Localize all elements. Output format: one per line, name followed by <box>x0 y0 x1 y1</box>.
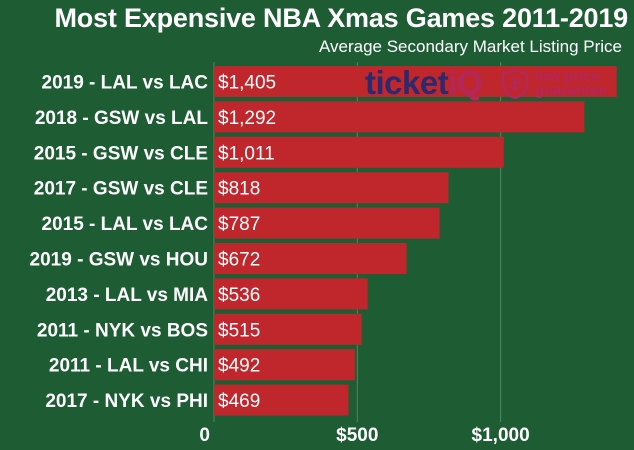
value-label-7: $515 <box>218 320 260 341</box>
category-label-5: 2019 - GSW vs HOU <box>30 250 208 271</box>
logo-tagline: low price guarantee <box>535 68 607 99</box>
category-label-1: 2018 - GSW vs LAL <box>35 108 209 129</box>
value-label-9: $469 <box>218 391 260 412</box>
chart-title: Most Expensive NBA Xmas Games 2011-2019 <box>54 3 628 33</box>
bar-9 <box>214 384 349 416</box>
value-label-0: $1,405 <box>218 73 276 94</box>
category-label-7: 2011 - NYK vs BOS <box>37 320 208 341</box>
bar-5 <box>214 243 407 274</box>
bar-4 <box>214 207 440 239</box>
bar-0 <box>214 66 617 97</box>
x-tick-label-1: $500 <box>336 425 378 446</box>
value-label-6: $536 <box>218 285 260 306</box>
ticketiq-logo: ticketiQ low price guarantee <box>365 64 615 103</box>
bar-6 <box>214 278 368 310</box>
value-label-8: $492 <box>218 356 260 377</box>
category-label-4: 2015 - LAL vs LAC <box>42 214 209 235</box>
value-label-5: $672 <box>218 250 260 271</box>
category-label-9: 2017 - NYK vs PHI <box>45 391 208 412</box>
bar-7 <box>214 313 362 345</box>
category-labels: 2019 - LAL vs LAC 2018 - GSW vs LAL 2015 -… <box>30 73 209 413</box>
category-label-6: 2013 - LAL vs MIA <box>46 285 209 306</box>
x-tick-label-0: 0 <box>199 425 210 446</box>
logo-tagline-2: guarantee <box>535 82 607 99</box>
bar-3 <box>214 172 449 204</box>
bar-2 <box>214 136 504 168</box>
bar-1 <box>214 101 585 133</box>
value-label-2: $1,011 <box>218 143 275 164</box>
value-labels: $1,405 $1,292 $1,011 $818 $787 $672 $536 $515 $4… <box>218 73 276 413</box>
logo-tagline-1: low price <box>535 68 601 85</box>
bar-8 <box>214 349 356 381</box>
category-label-3: 2017 - GSW vs CLE <box>34 179 208 200</box>
value-label-3: $818 <box>218 179 260 200</box>
category-label-8: 2011 - LAL vs CHI <box>49 356 208 377</box>
logo-word-main: ticket <box>365 64 449 101</box>
logo-wordmark: ticketiQ <box>365 64 483 102</box>
logo-word-accent: iQ <box>448 64 483 101</box>
category-label-0: 2019 - LAL vs LAC <box>42 73 209 94</box>
shield-icon <box>501 69 529 99</box>
chart-subtitle: Average Secondary Market Listing Price <box>318 37 622 56</box>
bars <box>214 66 617 416</box>
category-label-2: 2015 - GSW vs CLE <box>34 143 208 164</box>
x-tick-label-2: $1,000 <box>472 425 530 446</box>
value-label-4: $787 <box>218 214 260 235</box>
value-label-1: $1,292 <box>218 108 276 129</box>
x-axis-tick-labels: 0 $500 $1,000 <box>199 425 529 446</box>
